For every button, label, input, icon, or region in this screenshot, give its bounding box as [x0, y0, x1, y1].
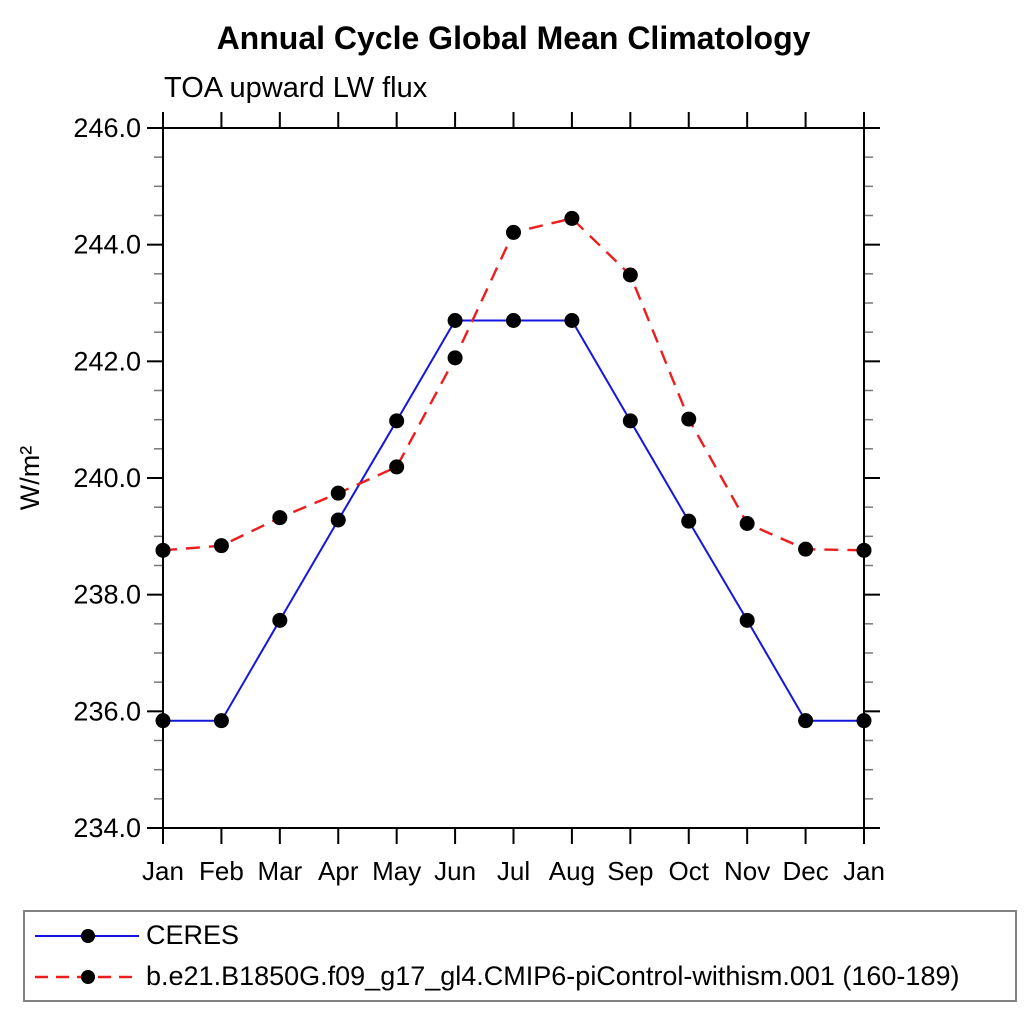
x-tick-label: Nov — [724, 856, 770, 886]
y-tick-label: 240.0 — [73, 463, 141, 493]
data-point-marker — [330, 485, 346, 501]
data-point-marker — [739, 612, 755, 628]
data-point-marker — [798, 541, 814, 557]
y-tick-label: 242.0 — [73, 346, 141, 376]
data-point-marker — [622, 413, 638, 429]
data-point-marker — [155, 542, 171, 558]
data-point-marker — [272, 510, 288, 526]
x-tick-label: Apr — [318, 856, 359, 886]
data-point-marker — [389, 413, 405, 429]
data-point-marker — [213, 713, 229, 729]
legend-swatch-ceres — [35, 928, 139, 943]
series-ceres — [155, 313, 872, 729]
legend-marker — [81, 928, 95, 943]
x-tick-label: Jan — [142, 856, 184, 886]
data-point-marker — [506, 313, 521, 328]
x-tick-label: Jan — [843, 856, 885, 886]
y-tick-label: 234.0 — [73, 813, 141, 843]
legend-item-model: b.e21.B1850G.f09_g17_gl4.CMIP6-piControl… — [31, 956, 1015, 997]
legend-label-ceres: CERES — [146, 920, 240, 950]
legend-item-ceres: CERES — [31, 915, 1015, 956]
x-tick-label: Mar — [257, 856, 302, 886]
y-tick-label: 244.0 — [73, 230, 141, 260]
x-tick-label: Sep — [607, 856, 653, 886]
x-tick-label: Aug — [549, 856, 595, 886]
data-point-marker — [213, 538, 229, 554]
data-point-marker — [272, 612, 288, 628]
x-tick-label: Jun — [434, 856, 476, 886]
legend: CERES b.e21.B1850G.f09_g17_gl4.CMIP6-piC… — [23, 910, 1017, 1002]
data-point-marker — [564, 210, 580, 226]
y-minor-ticks — [154, 156, 873, 800]
series-line — [162, 217, 865, 552]
data-point-marker — [447, 350, 463, 366]
y-tick-label: 236.0 — [73, 696, 141, 726]
x-tick-label: Feb — [199, 856, 244, 886]
y-tick-label: 246.0 — [73, 113, 141, 143]
legend-swatch-model — [35, 969, 139, 984]
data-point-marker — [564, 313, 580, 328]
chart-title: Annual Cycle Global Mean Climatology — [216, 20, 811, 56]
x-ticks — [162, 112, 865, 844]
y-tick-label: 238.0 — [73, 580, 141, 610]
data-point-marker — [389, 459, 405, 475]
data-point-marker — [798, 713, 814, 729]
x-tick-label: Oct — [669, 856, 710, 886]
x-tick-label: Jul — [497, 856, 530, 886]
x-tick-label: Dec — [782, 856, 828, 886]
x-tick-labels: Jan Feb Mar Apr May Jun Jul Aug Sep Oct Nov Dec Jan — [142, 856, 885, 886]
data-point-marker — [155, 713, 171, 729]
legend-marker — [81, 969, 95, 984]
y-major-ticks — [147, 127, 880, 829]
data-point-marker — [330, 512, 346, 528]
x-tick-label: May — [372, 856, 421, 886]
data-point-marker — [856, 713, 872, 729]
series-model — [155, 210, 872, 558]
y-tick-labels: 234.0 236.0 238.0 240.0 242.0 244.0 246.0 — [73, 113, 141, 843]
data-point-marker — [681, 513, 697, 529]
plot-border — [162, 127, 865, 829]
legend-label-model: b.e21.B1850G.f09_g17_gl4.CMIP6-piControl… — [146, 961, 960, 991]
data-point-marker — [622, 267, 638, 283]
data-point-marker — [447, 313, 463, 328]
series-line — [163, 319, 864, 722]
data-point-marker — [739, 516, 755, 531]
data-point-marker — [856, 542, 872, 558]
data-point-marker — [506, 224, 521, 240]
chart-subtitle: TOA upward LW flux — [164, 72, 428, 104]
data-point-marker — [681, 411, 697, 427]
